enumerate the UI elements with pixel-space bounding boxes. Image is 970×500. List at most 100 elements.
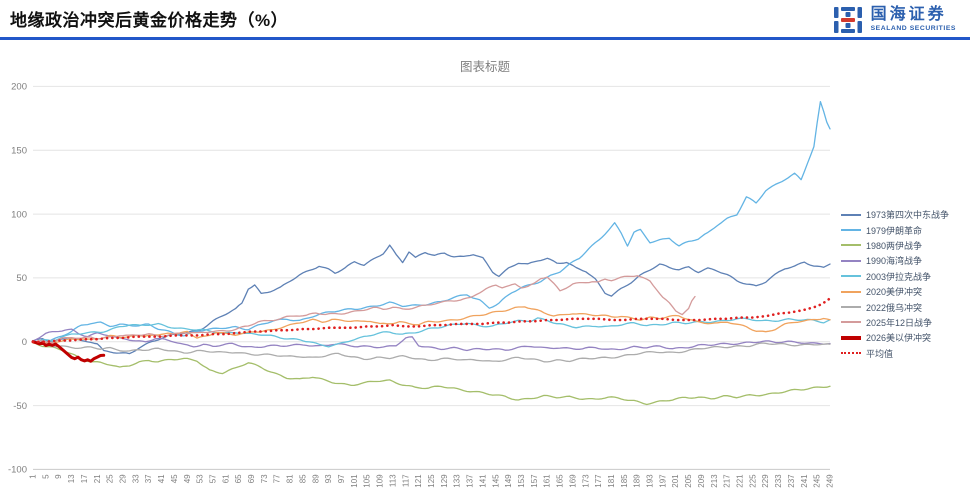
x-axis-tick-label: 81 bbox=[286, 474, 295, 483]
x-axis-tick-label: 93 bbox=[324, 474, 333, 483]
header-accent-rule bbox=[0, 37, 970, 40]
x-axis-tick-label: 141 bbox=[478, 474, 487, 488]
x-axis-tick-label: 77 bbox=[273, 474, 282, 483]
legend-item: 2025年12日战争 bbox=[841, 315, 949, 330]
legend-item: 1973第四次中东战争 bbox=[841, 207, 949, 222]
series-line-9 bbox=[31, 340, 106, 363]
chart-legend: 1973第四次中东战争 1979伊朗革命 1980两伊战争 1990海湾战争 2003伊… bbox=[841, 207, 949, 361]
x-axis-tick-label: 169 bbox=[568, 474, 577, 488]
legend-label: 2026美以伊冲突 bbox=[866, 333, 932, 344]
logo-name-cn: 国海证券 bbox=[870, 6, 947, 24]
legend-label: 1990海湾战争 bbox=[866, 256, 923, 267]
series-line-10 bbox=[31, 297, 832, 343]
legend-item: 2003伊拉克战争 bbox=[841, 269, 949, 284]
x-axis-tick-label: 193 bbox=[646, 474, 655, 488]
x-axis-tick-label: 217 bbox=[723, 474, 732, 488]
legend-swatch bbox=[841, 213, 861, 216]
legend-label: 2025年12日战争 bbox=[866, 317, 933, 328]
x-axis-tick-label: 237 bbox=[787, 474, 796, 488]
series-line-8 bbox=[32, 275, 696, 344]
x-axis-tick-label: 197 bbox=[658, 474, 667, 488]
x-axis-tick-label: 101 bbox=[350, 474, 359, 488]
legend-label: 1979伊朗革命 bbox=[866, 225, 923, 236]
x-axis-tick-label: 205 bbox=[684, 474, 693, 488]
legend-item: 2020美伊冲突 bbox=[841, 284, 949, 299]
x-axis-tick-label: 129 bbox=[440, 474, 449, 488]
x-axis-tick-label: 25 bbox=[106, 474, 115, 483]
x-axis-tick-label: 209 bbox=[697, 474, 706, 488]
x-axis-tick-label: 13 bbox=[67, 474, 76, 483]
x-axis-tick-label: 181 bbox=[607, 474, 616, 488]
legend-label: 1980两伊战争 bbox=[866, 240, 923, 251]
x-axis-tick-label: 133 bbox=[453, 474, 462, 488]
legend-swatch bbox=[841, 244, 861, 247]
legend-swatch bbox=[841, 290, 861, 293]
legend-swatch bbox=[841, 275, 861, 278]
legend-label: 2022俄乌冲突 bbox=[866, 302, 923, 313]
series-line-7 bbox=[32, 340, 831, 363]
company-logo: 国海证券 SEALAND SECURITIES bbox=[832, 4, 956, 36]
x-axis-tick-label: 21 bbox=[93, 474, 102, 483]
logo-text: 国海证券 SEALAND SECURITIES bbox=[871, 7, 956, 33]
legend-item: 1980两伊战争 bbox=[841, 238, 949, 253]
x-axis-tick-label: 149 bbox=[504, 474, 513, 488]
chart-title: 图表标题 bbox=[459, 60, 510, 74]
x-axis-tick-label: 225 bbox=[748, 474, 757, 488]
page-title: 地缘政治冲突后黄金价格走势（%） bbox=[10, 11, 289, 30]
y-axis-tick-label: 200 bbox=[11, 82, 27, 93]
x-axis-tick-label: 221 bbox=[736, 474, 745, 488]
x-axis-tick-label: 245 bbox=[813, 474, 822, 488]
legend-label: 平均值 bbox=[866, 348, 894, 359]
x-axis-tick-label: 173 bbox=[581, 474, 590, 488]
x-axis-tick-label: 73 bbox=[260, 474, 269, 483]
x-axis-tick-label: 177 bbox=[594, 474, 603, 488]
series-line-2 bbox=[32, 100, 831, 345]
sealand-logo-icon bbox=[832, 4, 864, 36]
y-axis-tick-label: -50 bbox=[13, 401, 27, 412]
legend-swatch bbox=[841, 352, 861, 355]
x-axis-tick-label: 33 bbox=[131, 474, 140, 483]
y-axis-tick-label: 100 bbox=[11, 209, 27, 220]
y-axis-tick-label: -100 bbox=[8, 465, 27, 476]
x-axis-tick-label: 185 bbox=[620, 474, 629, 488]
x-axis-tick-label: 137 bbox=[466, 474, 475, 488]
x-axis-tick-label: 5 bbox=[41, 474, 50, 479]
x-axis-tick-label: 97 bbox=[337, 474, 346, 483]
x-axis-tick-label: 29 bbox=[118, 474, 127, 483]
series-line-4 bbox=[32, 328, 831, 352]
x-axis-tick-label: 109 bbox=[376, 474, 385, 488]
legend-swatch bbox=[841, 306, 861, 309]
x-axis-tick-label: 157 bbox=[530, 474, 539, 488]
x-axis-tick-label: 1 bbox=[29, 474, 38, 479]
series-line-5 bbox=[32, 317, 831, 348]
legend-item: 1990海湾战争 bbox=[841, 253, 949, 268]
x-axis-tick-label: 57 bbox=[208, 474, 217, 483]
x-axis-tick-label: 165 bbox=[556, 474, 565, 488]
x-axis-tick-label: 153 bbox=[517, 474, 526, 488]
legend-item: 平均值 bbox=[841, 346, 949, 361]
x-axis-tick-label: 61 bbox=[221, 474, 230, 483]
x-axis-tick-label: 229 bbox=[761, 474, 770, 488]
x-axis-tick-label: 241 bbox=[800, 474, 809, 488]
x-axis-tick-label: 49 bbox=[183, 474, 192, 483]
header: 地缘政治冲突后黄金价格走势（%） 国海证券 SEALAND SECURITIES bbox=[0, 0, 970, 40]
x-axis-tick-label: 53 bbox=[196, 474, 205, 483]
legend-label: 2020美伊冲突 bbox=[866, 287, 923, 298]
x-axis-tick-label: 201 bbox=[671, 474, 680, 488]
x-axis-tick-label: 213 bbox=[710, 474, 719, 488]
series-line-6 bbox=[32, 306, 831, 345]
legend-item: 2022俄乌冲突 bbox=[841, 299, 949, 314]
x-axis-tick-label: 37 bbox=[144, 474, 153, 483]
x-axis-tick-label: 161 bbox=[543, 474, 552, 488]
x-axis-tick-label: 41 bbox=[157, 474, 166, 483]
legend-item: 2026美以伊冲突 bbox=[841, 330, 949, 345]
x-axis-tick-label: 117 bbox=[401, 474, 410, 487]
y-axis-tick-label: 0 bbox=[22, 337, 27, 348]
logo-name-en: SEALAND SECURITIES bbox=[870, 25, 956, 33]
x-axis-tick-label: 89 bbox=[311, 474, 320, 483]
x-axis-tick-label: 9 bbox=[54, 474, 63, 479]
x-axis-tick-label: 105 bbox=[363, 474, 372, 488]
series-line-3 bbox=[32, 341, 831, 406]
y-axis-tick-label: 150 bbox=[11, 145, 27, 156]
